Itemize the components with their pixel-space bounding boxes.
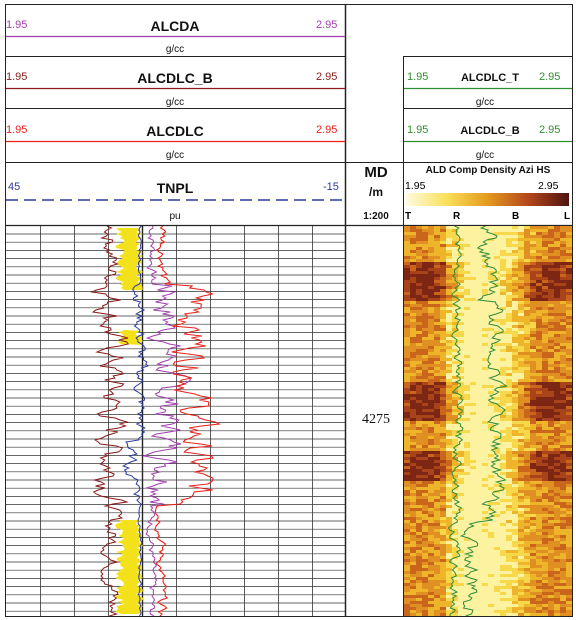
- depth-label: 4275: [362, 412, 390, 427]
- md-title: MD: [364, 164, 388, 181]
- alcdlc-b-image-curve: [460, 226, 509, 616]
- tnpl-unit: pu: [169, 211, 181, 222]
- alcdlc-t-max: 2.95: [539, 71, 561, 83]
- tnpl-name: TNPL: [156, 180, 194, 196]
- alcda-unit: g/cc: [165, 44, 185, 55]
- alcdlc-b2-name: ALCDLC_B: [460, 125, 520, 137]
- alcda-min: 1.95: [6, 19, 28, 31]
- orientation-label-bottom: B: [512, 211, 520, 222]
- alcdlc-b2-max: 2.95: [539, 124, 561, 136]
- alcdlc-t-unit: g/cc: [475, 97, 495, 108]
- alcdlc-b2-unit: g/cc: [475, 150, 495, 161]
- alcdlc-b-unit: g/cc: [165, 97, 185, 108]
- image-title: ALD Comp Density Azi HS: [425, 165, 551, 176]
- image-header-lines: [345, 87, 573, 227]
- alcdlc-b-min: 1.95: [6, 71, 28, 83]
- alcdlc-t-name: ALCDLC_T: [460, 72, 520, 84]
- alcdlc-b-curve: [90, 226, 130, 616]
- image-scale-max: 2.95: [538, 180, 559, 192]
- orientation-label-right: R: [453, 211, 461, 222]
- outer-frame: [5, 4, 573, 617]
- alcda-max: 2.95: [316, 19, 338, 31]
- alcdlc-t-image-curve: [447, 226, 464, 616]
- alcdlc-curve: [154, 226, 221, 616]
- alcdlc-b-max: 2.95: [316, 71, 338, 83]
- alcdlc-b-name: ALCDLC_B: [137, 70, 213, 86]
- alcda-curve: [142, 226, 191, 616]
- md-scale: 1:200: [363, 211, 389, 222]
- md-unit: /m: [368, 185, 383, 199]
- alcdlc-unit: g/cc: [165, 150, 185, 161]
- tnpl-max: -15: [323, 181, 339, 193]
- alcda-name: ALCDA: [150, 18, 200, 34]
- orientation-label-top: T: [405, 211, 412, 222]
- alcdlc-min: 1.95: [6, 124, 28, 136]
- left-header-lines: [6, 35, 345, 227]
- orientation-label-left: L: [564, 211, 571, 222]
- image-scale-min: 1.95: [405, 180, 426, 192]
- alcdlc-b2-min: 1.95: [407, 124, 429, 136]
- left-track-grid: [6, 226, 345, 616]
- tnpl-min: 45: [8, 181, 21, 193]
- alcdlc-name: ALCDLC: [146, 123, 204, 139]
- alcdlc-t-min: 1.95: [407, 71, 429, 83]
- density-image: [404, 226, 572, 616]
- crossover-fill: [115, 228, 144, 614]
- alcdlc-max: 2.95: [316, 124, 338, 136]
- tnpl-curve: [122, 226, 149, 616]
